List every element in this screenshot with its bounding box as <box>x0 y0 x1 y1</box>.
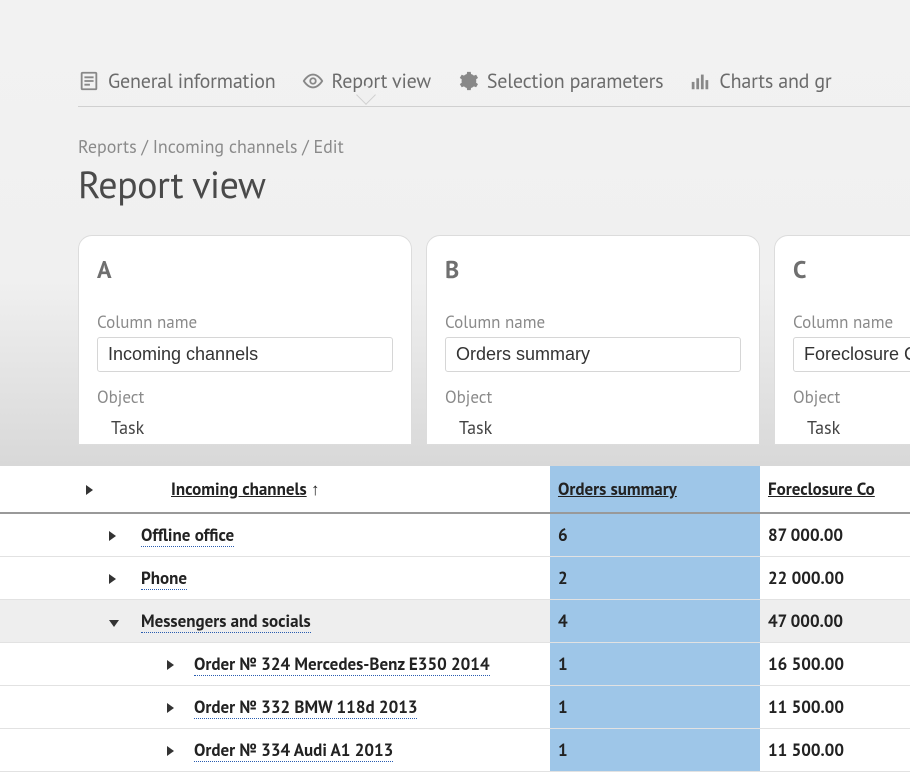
row-foreclosure-value: 11 500.00 <box>760 686 910 729</box>
row-expand-toggle[interactable] <box>101 729 141 772</box>
eye-icon <box>302 70 324 92</box>
row-expand-cell <box>0 557 101 600</box>
row-expand-toggle[interactable] <box>101 513 141 557</box>
row-orders-value: 6 <box>550 513 760 557</box>
breadcrumb[interactable]: Reports / Incoming channels / Edit <box>78 135 910 158</box>
row-expand-toggle[interactable] <box>101 643 141 686</box>
row-expand-cell <box>0 643 101 686</box>
caret-right-icon <box>109 531 116 541</box>
row-foreclosure-value: 22 000.00 <box>760 557 910 600</box>
table-row[interactable]: Messengers and socials447 000.00 <box>0 600 910 643</box>
column-name-input[interactable] <box>793 337 910 372</box>
row-orders-value: 4 <box>550 600 760 643</box>
table-row[interactable]: Phone222 000.00 <box>0 557 910 600</box>
caret-right-icon <box>167 660 174 670</box>
column-header-foreclosure[interactable]: Foreclosure Co <box>760 466 910 513</box>
report-table: Incoming channels ↑ Orders summary Forec… <box>0 466 910 772</box>
config-panel: General information Report view Selectio… <box>0 0 910 466</box>
table-row[interactable]: Order № 324 Mercedes-Benz E350 2014116 5… <box>0 643 910 686</box>
row-orders-value: 2 <box>550 557 760 600</box>
caret-right-icon <box>109 574 116 584</box>
column-name-input[interactable] <box>445 337 741 372</box>
column-letter: B <box>445 254 741 285</box>
tab-report-view[interactable]: Report view <box>302 68 431 94</box>
row-expand-toggle[interactable] <box>101 557 141 600</box>
column-letter: A <box>97 254 393 285</box>
row-expand-cell <box>0 686 101 729</box>
object-label: Object <box>445 386 741 408</box>
row-foreclosure-value: 11 500.00 <box>760 729 910 772</box>
row-label[interactable]: Order № 324 Mercedes-Benz E350 2014 <box>141 643 550 686</box>
column-name-label: Column name <box>445 311 741 333</box>
tab-selection-parameters[interactable]: Selection parameters <box>457 68 664 94</box>
column-card-b[interactable]: B Column name Object Task <box>426 235 760 445</box>
spacer-header <box>101 466 141 513</box>
object-label: Object <box>793 386 910 408</box>
table-row[interactable]: Offline office687 000.00 <box>0 513 910 557</box>
sort-ascending-icon: ↑ <box>311 478 320 500</box>
row-expand-cell <box>0 513 101 557</box>
row-label[interactable]: Phone <box>141 557 550 600</box>
tab-charts[interactable]: Charts and gr <box>689 68 831 94</box>
column-card-c[interactable]: C Column name Object Task <box>774 235 910 445</box>
caret-right-icon <box>86 485 93 495</box>
expand-all-header[interactable] <box>0 466 101 513</box>
page-title: Report view <box>78 160 910 209</box>
row-orders-value: 1 <box>550 729 760 772</box>
object-value: Task <box>793 412 910 439</box>
row-foreclosure-value: 87 000.00 <box>760 513 910 557</box>
row-foreclosure-value: 47 000.00 <box>760 600 910 643</box>
column-header-incoming-channels[interactable]: Incoming channels ↑ <box>141 466 550 513</box>
caret-right-icon <box>167 703 174 713</box>
column-name-label: Column name <box>97 311 393 333</box>
table-row[interactable]: Order № 334 Audi A1 2013111 500.00 <box>0 729 910 772</box>
row-expand-cell <box>0 600 101 643</box>
column-card-a[interactable]: A Column name Object Task <box>78 235 412 445</box>
row-label[interactable]: Messengers and socials <box>141 600 550 643</box>
tab-label: Charts and gr <box>719 68 831 94</box>
column-header-orders-summary[interactable]: Orders summary <box>550 466 760 513</box>
column-cards: A Column name Object Task B Column name … <box>78 235 910 445</box>
caret-down-icon <box>109 620 119 627</box>
object-value: Task <box>445 412 741 439</box>
document-icon <box>78 70 100 92</box>
row-expand-toggle[interactable] <box>101 686 141 729</box>
tab-label: General information <box>108 68 276 94</box>
object-label: Object <box>97 386 393 408</box>
row-label[interactable]: Offline office <box>141 513 550 557</box>
row-foreclosure-value: 16 500.00 <box>760 643 910 686</box>
row-expand-cell <box>0 729 101 772</box>
object-value: Task <box>97 412 393 439</box>
tab-label: Report view <box>332 68 431 94</box>
caret-right-icon <box>167 746 174 756</box>
tab-bar: General information Report view Selectio… <box>78 68 910 107</box>
tab-label: Selection parameters <box>487 68 664 94</box>
row-orders-value: 1 <box>550 686 760 729</box>
column-name-label: Column name <box>793 311 910 333</box>
row-label[interactable]: Order № 334 Audi A1 2013 <box>141 729 550 772</box>
column-letter: C <box>793 254 910 285</box>
column-name-input[interactable] <box>97 337 393 372</box>
table-row[interactable]: Order № 332 BMW 118d 2013111 500.00 <box>0 686 910 729</box>
gear-icon <box>457 70 479 92</box>
tab-general-information[interactable]: General information <box>78 68 276 94</box>
row-orders-value: 1 <box>550 643 760 686</box>
row-expand-toggle[interactable] <box>101 600 141 643</box>
row-label[interactable]: Order № 332 BMW 118d 2013 <box>141 686 550 729</box>
bar-chart-icon <box>689 70 711 92</box>
